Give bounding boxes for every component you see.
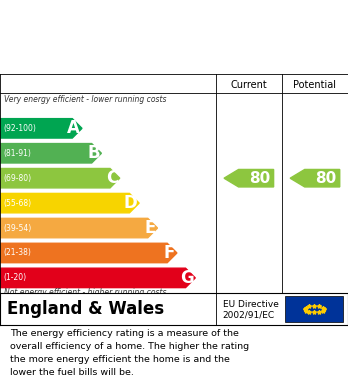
- Text: C: C: [106, 169, 118, 187]
- Polygon shape: [0, 268, 195, 288]
- Text: (92-100): (92-100): [3, 124, 36, 133]
- Polygon shape: [0, 118, 82, 138]
- Polygon shape: [0, 243, 177, 263]
- Text: The energy efficiency rating is a measure of the
overall efficiency of a home. T: The energy efficiency rating is a measur…: [10, 328, 250, 377]
- Polygon shape: [0, 143, 101, 163]
- Text: (55-68): (55-68): [3, 199, 31, 208]
- Polygon shape: [0, 218, 158, 238]
- Text: Very energy efficient - lower running costs: Very energy efficient - lower running co…: [4, 95, 167, 104]
- Text: B: B: [87, 144, 100, 162]
- Text: E: E: [144, 219, 156, 237]
- Text: 2002/91/EC: 2002/91/EC: [223, 310, 275, 319]
- Text: England & Wales: England & Wales: [7, 300, 164, 318]
- Polygon shape: [290, 169, 340, 187]
- Text: G: G: [180, 269, 193, 287]
- Polygon shape: [0, 194, 139, 213]
- Text: Current: Current: [230, 80, 267, 90]
- Text: (81-91): (81-91): [3, 149, 31, 158]
- Text: (69-80): (69-80): [3, 174, 31, 183]
- Text: Not energy efficient - higher running costs: Not energy efficient - higher running co…: [4, 289, 167, 298]
- Polygon shape: [0, 169, 120, 188]
- Text: EU Directive: EU Directive: [223, 300, 279, 309]
- Text: D: D: [124, 194, 137, 212]
- Text: 80: 80: [315, 171, 336, 186]
- Text: Energy Efficiency Rating: Energy Efficiency Rating: [10, 49, 213, 64]
- FancyBboxPatch shape: [285, 296, 343, 323]
- Text: F: F: [164, 244, 175, 262]
- Text: 80: 80: [249, 171, 270, 186]
- Text: Potential: Potential: [293, 80, 337, 90]
- Text: (21-38): (21-38): [3, 248, 31, 258]
- Text: (1-20): (1-20): [3, 273, 26, 282]
- Text: A: A: [68, 119, 80, 137]
- Text: (39-54): (39-54): [3, 224, 31, 233]
- Polygon shape: [224, 169, 274, 187]
